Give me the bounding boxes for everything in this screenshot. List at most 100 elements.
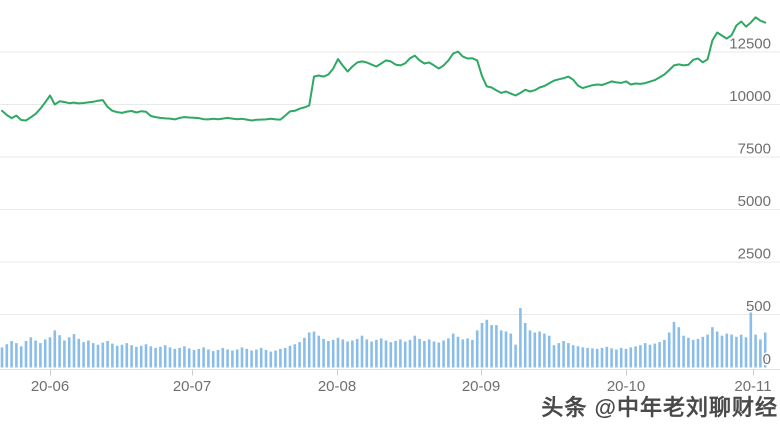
volume-bar — [399, 339, 402, 368]
volume-bar — [461, 339, 465, 368]
price-axis-label-10000: 10000 — [729, 88, 771, 105]
volume-bar — [139, 345, 143, 368]
volume-bar — [552, 345, 556, 368]
volume-bar — [159, 346, 162, 368]
volume-bar — [744, 337, 748, 368]
volume-bar — [10, 341, 13, 368]
volume-bar — [682, 335, 685, 368]
volume-bar — [178, 347, 181, 368]
volume-bar — [115, 345, 119, 368]
volume-bar — [423, 341, 426, 368]
volume-bar — [15, 343, 18, 368]
volume-bar — [336, 337, 340, 368]
volume-bar — [562, 341, 565, 368]
volume-bar — [586, 347, 589, 368]
volume-bar — [19, 346, 23, 368]
volume-bar — [149, 346, 153, 368]
volume-bar — [624, 348, 628, 368]
volume-bar — [211, 351, 215, 368]
volume-bar — [639, 345, 642, 368]
volume-bar — [456, 336, 460, 368]
volume-bar — [634, 346, 637, 368]
volume-bar — [715, 331, 719, 368]
volume-bar — [725, 333, 729, 368]
x-axis-label-20-08: 20-08 — [318, 378, 356, 395]
volume-bar — [370, 341, 373, 368]
x-axis-label-20-09: 20-09 — [462, 378, 500, 395]
volume-bar — [519, 308, 522, 368]
x-axis-label-20-10: 20-10 — [607, 378, 645, 395]
volume-bar — [67, 337, 71, 368]
volume-bar — [533, 332, 537, 368]
volume-bar — [48, 337, 52, 368]
volume-bar — [72, 334, 76, 368]
volume-bar — [245, 348, 249, 368]
volume-bar — [106, 341, 109, 368]
volume-bar — [255, 349, 258, 368]
volume-bar — [197, 348, 201, 368]
volume-bar — [226, 349, 229, 368]
volume-bar — [490, 325, 493, 368]
volume-bar — [658, 342, 661, 368]
volume-bar — [499, 330, 503, 368]
volume-bar — [610, 348, 613, 368]
price-axis-label-5000: 5000 — [738, 193, 771, 210]
volume-bar — [63, 340, 66, 368]
volume-bar — [307, 332, 311, 368]
volume-bar — [591, 348, 594, 368]
volume-bar — [24, 341, 28, 368]
volume-bar — [163, 345, 167, 368]
volume-bar — [221, 347, 225, 368]
volume-bar — [528, 330, 532, 368]
volume-bar — [130, 345, 133, 368]
volume-bar — [447, 338, 450, 368]
volume-bar — [451, 333, 455, 368]
volume-bar — [735, 336, 738, 368]
volume-bar — [293, 344, 297, 368]
volume-bar — [629, 347, 633, 368]
volume-bar — [408, 339, 412, 368]
volume-bar — [538, 331, 541, 368]
volume-bar — [720, 335, 724, 368]
volume-axis-label-500: 500 — [746, 298, 771, 315]
volume-bar — [264, 350, 268, 368]
price-axis-label-7500: 7500 — [738, 141, 771, 158]
volume-bar — [322, 338, 325, 368]
volume-bar — [514, 344, 517, 368]
volume-bar — [269, 351, 273, 368]
volume-bar — [480, 323, 484, 368]
volume-bar — [427, 339, 431, 368]
price-line — [1, 16, 767, 122]
volume-bar — [615, 349, 618, 368]
volume-bar — [600, 347, 604, 368]
volume-bar — [379, 338, 383, 368]
volume-bar — [595, 348, 599, 368]
volume-bar — [711, 327, 714, 368]
volume-bar — [101, 342, 105, 368]
volume-bar — [466, 338, 469, 368]
volume-bar — [384, 340, 388, 368]
watermark: 头条 @中年老刘聊财经 — [541, 390, 778, 422]
volume-bar — [207, 349, 210, 368]
volume-bar — [509, 333, 513, 368]
volume-bar — [77, 338, 81, 368]
volume-bar — [687, 337, 690, 368]
volume-bar — [91, 343, 95, 368]
volume-bar — [663, 339, 666, 368]
volume-bar — [341, 339, 345, 368]
volume-bar — [183, 346, 186, 368]
volume-bar — [312, 331, 316, 368]
volume-bar — [250, 350, 253, 368]
volume-bar — [418, 338, 421, 368]
volume-bar — [547, 335, 551, 368]
volume-bar — [351, 340, 354, 368]
volume-bar — [154, 347, 157, 368]
volume-bar — [360, 335, 364, 368]
volume-bar — [696, 338, 700, 368]
volume-bar — [754, 334, 757, 368]
volume-bar — [403, 341, 407, 368]
volume-bar — [331, 339, 335, 368]
volume-bar — [571, 345, 575, 368]
